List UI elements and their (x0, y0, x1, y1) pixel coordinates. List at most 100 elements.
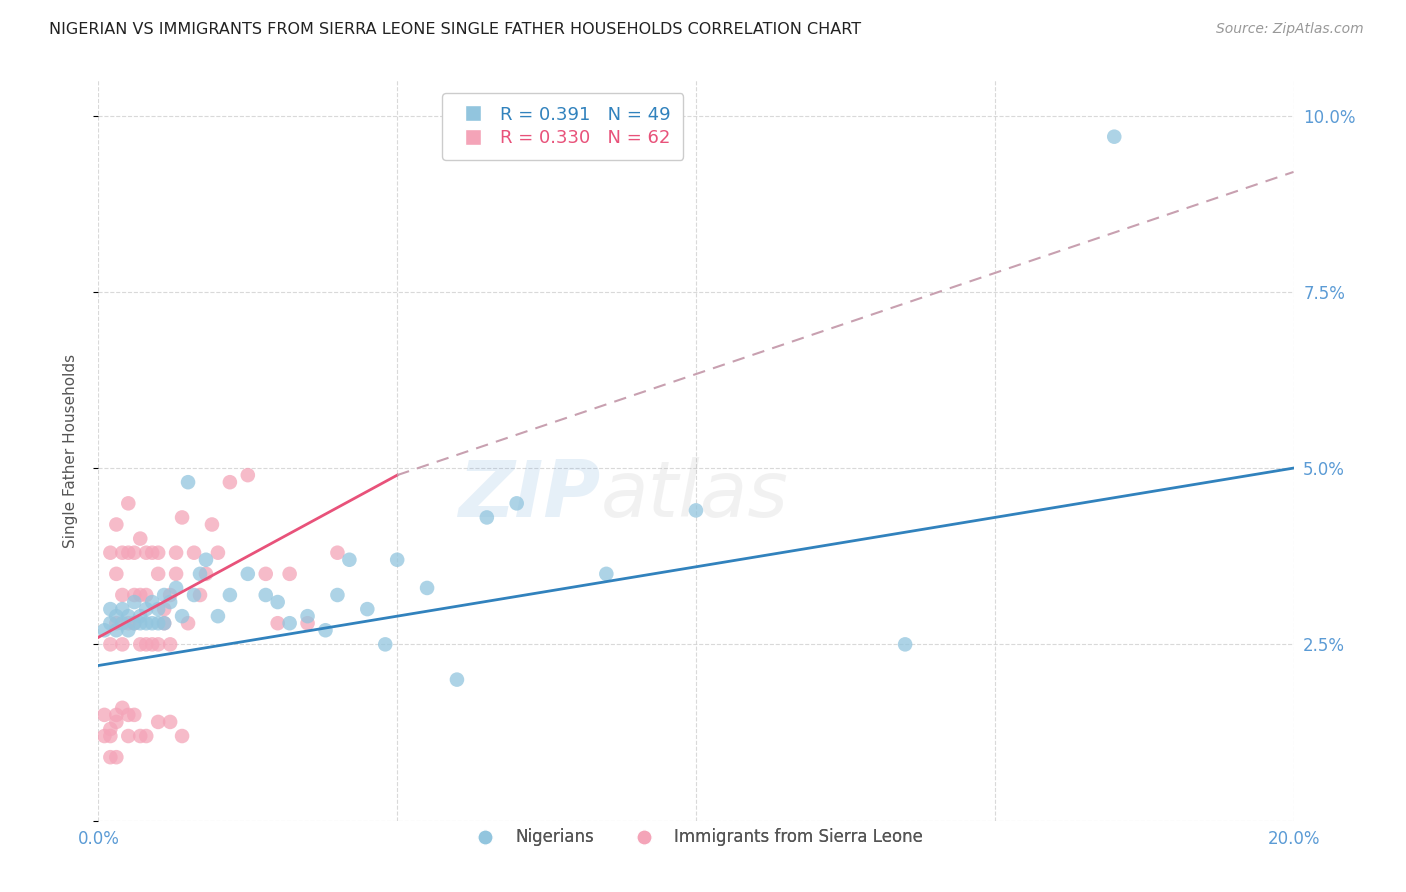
Point (148, 637, 170, 651)
Point (105, 517, 128, 532)
Point (129, 729, 152, 743)
Point (98, 637, 122, 651)
Point (98, 750, 122, 764)
Point (105, 624, 128, 638)
Point (195, 566, 218, 581)
Point (356, 602, 378, 616)
Point (177, 475, 200, 490)
Point (135, 637, 157, 651)
Point (201, 517, 224, 532)
Point (315, 624, 337, 638)
Point (207, 546, 229, 560)
Point (159, 595, 181, 609)
Point (117, 616, 139, 631)
Point (98, 546, 122, 560)
Point (129, 588, 152, 602)
Point (141, 616, 163, 631)
Point (153, 602, 176, 616)
Point (159, 637, 181, 651)
Text: ZIP: ZIP (458, 457, 600, 533)
Point (385, 553, 409, 567)
Point (219, 588, 242, 602)
Point (153, 616, 176, 631)
Point (148, 546, 170, 560)
Point (124, 616, 146, 631)
Point (254, 566, 277, 581)
Point (111, 588, 134, 602)
Point (124, 588, 146, 602)
Point (117, 707, 139, 722)
Point (177, 616, 200, 631)
Point (111, 637, 134, 651)
Point (98, 729, 122, 743)
Point (326, 588, 349, 602)
Point (159, 588, 181, 602)
Point (148, 566, 170, 581)
Legend: Nigerians, Immigrants from Sierra Leone: Nigerians, Immigrants from Sierra Leone (463, 822, 929, 853)
Point (278, 566, 301, 581)
Point (595, 566, 617, 581)
Point (111, 602, 134, 616)
Point (183, 546, 205, 560)
Point (188, 566, 211, 581)
Point (135, 616, 157, 631)
Point (117, 729, 139, 743)
Point (124, 546, 146, 560)
Point (141, 595, 163, 609)
Point (135, 546, 157, 560)
Point (172, 510, 194, 524)
Point (278, 616, 301, 631)
Point (129, 637, 152, 651)
Point (297, 616, 319, 631)
Point (159, 714, 181, 729)
Point (135, 588, 157, 602)
Point (267, 616, 290, 631)
Text: atlas: atlas (600, 457, 789, 533)
Point (111, 616, 134, 631)
Point (326, 546, 349, 560)
Point (93, 624, 115, 638)
Point (105, 616, 128, 631)
Point (148, 602, 170, 616)
Point (416, 581, 439, 595)
Point (117, 609, 139, 624)
Point (153, 616, 176, 631)
Point (195, 553, 218, 567)
Point (105, 609, 128, 624)
Point (236, 566, 259, 581)
Point (297, 609, 319, 624)
Point (135, 602, 157, 616)
Point (267, 595, 290, 609)
Y-axis label: Single Father Households: Single Father Households (63, 353, 77, 548)
Point (506, 496, 529, 510)
Point (135, 729, 157, 743)
Point (129, 532, 152, 546)
Point (685, 503, 707, 517)
Point (124, 616, 146, 631)
Point (148, 714, 170, 729)
Point (93, 729, 115, 743)
Point (236, 468, 259, 483)
Point (98, 616, 122, 631)
Point (165, 581, 187, 595)
Point (111, 701, 134, 715)
Point (207, 609, 229, 624)
Point (105, 707, 128, 722)
Point (93, 707, 115, 722)
Point (117, 546, 139, 560)
Point (98, 602, 122, 616)
Point (339, 553, 361, 567)
Point (165, 546, 187, 560)
Point (446, 673, 468, 687)
Text: NIGERIAN VS IMMIGRANTS FROM SIERRA LEONE SINGLE FATHER HOUSEHOLDS CORRELATION CH: NIGERIAN VS IMMIGRANTS FROM SIERRA LEONE… (49, 22, 862, 37)
Point (153, 588, 176, 602)
Point (117, 496, 139, 510)
Point (105, 566, 128, 581)
Point (254, 588, 277, 602)
Text: Source: ZipAtlas.com: Source: ZipAtlas.com (1216, 22, 1364, 37)
Point (172, 609, 194, 624)
Point (148, 616, 170, 631)
Point (172, 729, 194, 743)
Point (219, 475, 242, 490)
Point (124, 707, 146, 722)
